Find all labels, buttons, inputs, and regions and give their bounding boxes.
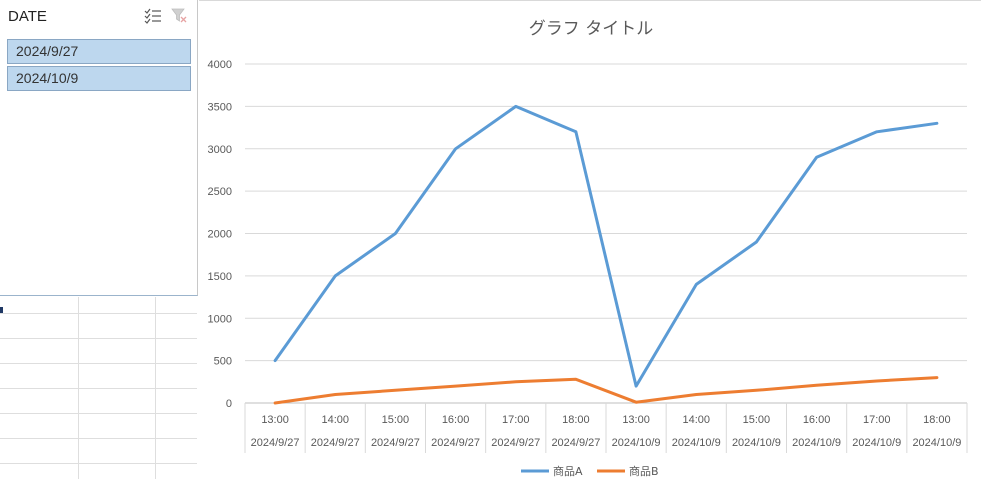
x-tick-label-date: 2024/10/9	[852, 437, 901, 449]
x-tick-label-date: 2024/9/27	[431, 437, 480, 449]
series-line-a[interactable]	[273, 104, 939, 388]
x-axis-ticks: 13:00 2024/9/27 14:00 2024/9/27 15:00 2024/9/…	[251, 414, 962, 449]
x-tick-label-time: 15:00	[382, 414, 410, 426]
x-tick-label-date: 2024/9/27	[311, 437, 360, 449]
row-divider	[0, 363, 197, 364]
slicer-item-2024-10-9[interactable]: 2024/10/9	[7, 66, 191, 91]
y-tick-label: 500	[214, 356, 232, 368]
x-tick-label-date: 2024/10/9	[912, 437, 961, 449]
x-tick-label-time: 17:00	[863, 414, 891, 426]
x-tick-label-time: 16:00	[442, 414, 470, 426]
y-tick-label: 3500	[208, 101, 232, 113]
y-axis-ticks: 0 500 1000 1500 2000 2500 3000 3500 4000	[208, 59, 232, 410]
slicer-title: DATE	[8, 8, 47, 25]
x-tick-label-time: 18:00	[923, 414, 951, 426]
series-line-b[interactable]	[273, 376, 939, 405]
y-tick-label: 1500	[208, 271, 232, 283]
chart-canvas: グラフ タイトル 0 500 1000 1500 2000 2500 3000 3500 400…	[208, 19, 968, 478]
clear-filter-icon[interactable]	[171, 8, 187, 24]
y-tick-label: 3000	[208, 144, 232, 156]
y-tick-label: 2000	[208, 229, 232, 241]
x-tick-label-time: 17:00	[502, 414, 530, 426]
x-tick-label-time: 14:00	[682, 414, 710, 426]
y-tick-label: 4000	[208, 59, 232, 71]
x-tick-label-date: 2024/9/27	[371, 437, 420, 449]
y-tick-label: 1000	[208, 313, 232, 325]
row-divider	[0, 438, 197, 439]
chart-series	[273, 104, 939, 405]
x-tick-label-date: 2024/10/9	[732, 437, 781, 449]
row-divider	[0, 463, 197, 464]
chart-legend: 商品A 商品B	[521, 464, 659, 478]
slicer-item-label: 2024/9/27	[16, 43, 79, 59]
slicer-header: DATE	[0, 0, 197, 34]
x-tick-label-date: 2024/10/9	[792, 437, 841, 449]
active-cell-marker	[0, 307, 3, 313]
x-tick-label-time: 14:00	[321, 414, 349, 426]
x-tick-label-time: 15:00	[743, 414, 771, 426]
slicer-item-label: 2024/10/9	[16, 70, 79, 86]
y-tick-label: 2500	[208, 186, 232, 198]
legend-label[interactable]: 商品B	[629, 464, 659, 478]
date-slicer[interactable]: DATE 2024/9/27 2024/10/9	[0, 0, 198, 296]
x-tick-label-date: 2024/9/27	[251, 437, 300, 449]
row-divider	[0, 388, 197, 389]
row-divider	[0, 413, 197, 414]
slicer-item-2024-9-27[interactable]: 2024/9/27	[7, 39, 191, 64]
legend-label[interactable]: 商品A	[553, 464, 583, 478]
x-tick-label-date: 2024/10/9	[612, 437, 661, 449]
x-tick-label-date: 2024/9/27	[551, 437, 600, 449]
x-tick-label-time: 13:00	[261, 414, 289, 426]
row-divider	[0, 338, 197, 339]
spreadsheet-cells[interactable]	[0, 297, 197, 479]
row-divider	[0, 313, 197, 314]
x-tick-label-time: 18:00	[562, 414, 590, 426]
multi-select-icon[interactable]	[144, 8, 162, 24]
x-tick-label-time: 13:00	[622, 414, 650, 426]
x-tick-label-date: 2024/9/27	[491, 437, 540, 449]
y-tick-label: 0	[226, 398, 232, 410]
chart-gridlines	[244, 63, 968, 453]
chart-title[interactable]: グラフ タイトル	[529, 19, 653, 39]
line-chart[interactable]: グラフ タイトル 0 500 1000 1500 2000 2500 3000 3500 400…	[199, 0, 981, 479]
x-tick-label-time: 16:00	[803, 414, 831, 426]
x-tick-label-date: 2024/10/9	[672, 437, 721, 449]
